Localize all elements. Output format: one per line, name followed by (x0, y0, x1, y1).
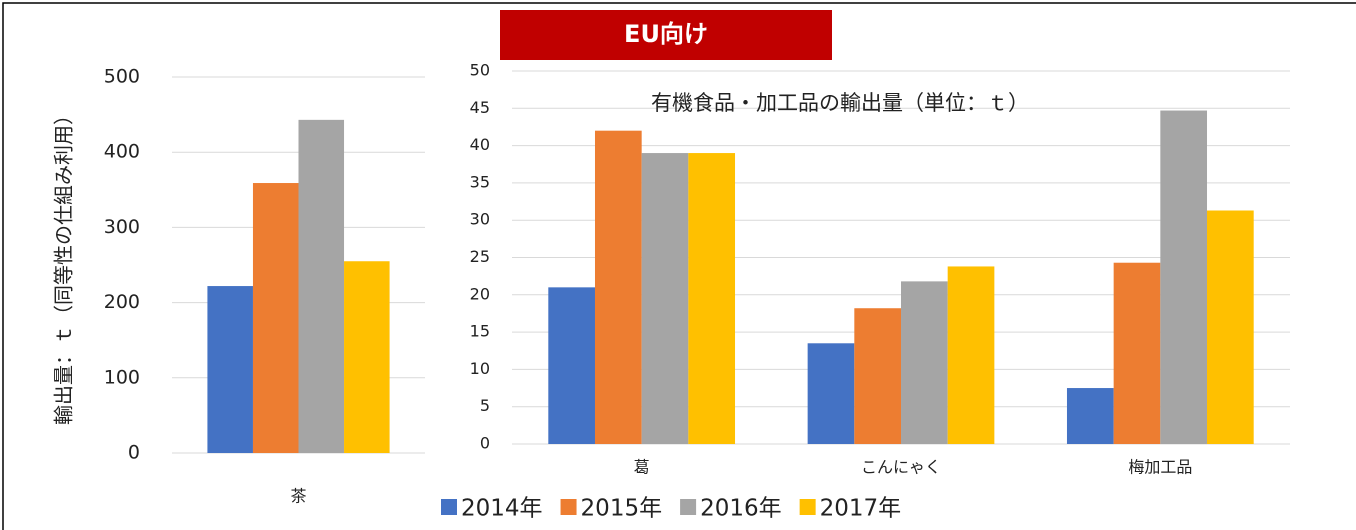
bar (854, 308, 901, 444)
bar (807, 343, 855, 444)
bar (1160, 110, 1208, 445)
bar (641, 153, 689, 444)
legend-swatch (799, 499, 816, 515)
y-tick-label: 40 (470, 135, 490, 154)
y-tick-label: 50 (470, 61, 490, 80)
y-tick-label: 30 (470, 210, 490, 229)
y-tick-label: 0 (480, 434, 490, 453)
y-tick-label: 500 (104, 66, 140, 88)
y-tick-label: 300 (104, 216, 140, 238)
legend-label: 2016年 (700, 496, 782, 522)
bar (594, 130, 642, 444)
legend-label: 2015年 (581, 496, 663, 522)
bar (344, 261, 390, 453)
banner-box (500, 10, 832, 60)
bar (901, 281, 948, 444)
y-tick-label: 45 (470, 98, 490, 117)
y-tick-label: 15 (470, 322, 490, 341)
legend-swatch (441, 499, 457, 515)
x-tick-label: 茶 (290, 487, 306, 506)
bar (1066, 388, 1114, 444)
legend-swatch (680, 499, 697, 515)
bar (207, 286, 253, 453)
bar (548, 287, 595, 444)
bar (688, 153, 736, 444)
x-tick-label: こんにゃく (861, 458, 941, 477)
y-tick-label: 400 (104, 141, 140, 163)
y-tick-label: 100 (104, 366, 140, 388)
legend-swatch (560, 499, 577, 515)
chart-title: 有機食品・加工品の輸出量（単位：ｔ） (651, 91, 1029, 115)
y-tick-label: 200 (104, 291, 140, 313)
bar (298, 119, 345, 453)
y-tick-label: 35 (470, 172, 490, 191)
bar (1113, 262, 1161, 444)
legend-label: 2017年 (820, 496, 902, 522)
y-tick-label: 5 (480, 396, 490, 415)
bar (252, 183, 299, 454)
legend-label: 2014年 (461, 496, 543, 522)
y-tick-label: 0 (128, 442, 140, 464)
bar (1207, 210, 1254, 444)
y-axis-label: 輸出量：ｔ（同等性の仕組み利用） (52, 105, 76, 425)
y-tick-label: 10 (470, 359, 490, 378)
y-tick-label: 20 (470, 284, 490, 303)
bar (947, 266, 995, 444)
y-tick-label: 25 (470, 247, 490, 266)
banner: EU向け (624, 20, 708, 48)
x-tick-label: 梅加工品 (1128, 458, 1192, 477)
x-tick-label: 葛 (634, 458, 650, 477)
